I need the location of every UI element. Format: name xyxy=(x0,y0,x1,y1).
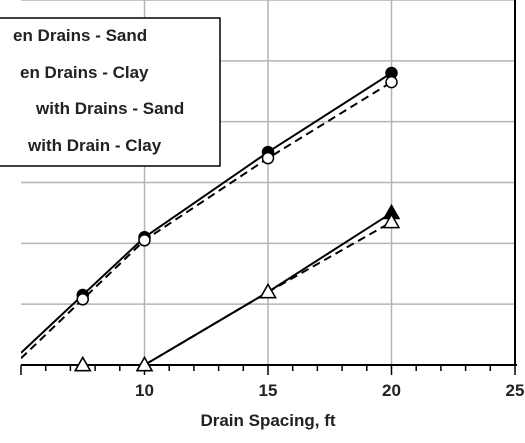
legend-entry-label: en Drains - Clay xyxy=(20,63,149,82)
x-tick-label: 10 xyxy=(135,381,154,400)
legend-entry-label: en Drains - Sand xyxy=(13,26,147,45)
legend: en Drains - Sand en Drains - Clay with Dra… xyxy=(0,17,221,167)
series-group xyxy=(73,213,401,372)
legend-entry-label: with Drains - Sand xyxy=(35,99,184,118)
x-tick-label: 20 xyxy=(382,381,401,400)
x-tick-label: 15 xyxy=(259,381,278,400)
series-group xyxy=(21,75,398,360)
data-point-marker xyxy=(73,355,92,372)
series-layer xyxy=(21,66,401,372)
data-point-marker xyxy=(385,75,398,89)
legend-entry-label: with Drain - Clay xyxy=(27,136,162,155)
data-point-marker xyxy=(135,355,154,372)
legend-box xyxy=(0,17,221,167)
x-axis-title: Drain Spacing, ft xyxy=(200,411,335,430)
data-point-marker xyxy=(259,282,277,299)
x-tick-label: 25 xyxy=(506,381,525,400)
data-point-marker xyxy=(76,293,89,306)
data-point-marker xyxy=(261,151,275,165)
data-point-marker xyxy=(382,213,401,229)
data-point-marker xyxy=(138,234,151,247)
series-group xyxy=(73,203,401,372)
axis-layer: 10 15 20 25 xyxy=(20,0,525,400)
